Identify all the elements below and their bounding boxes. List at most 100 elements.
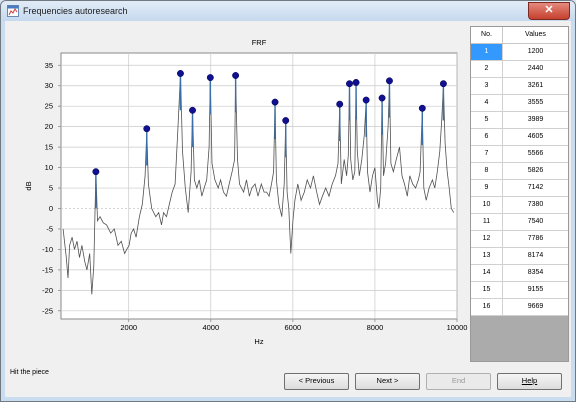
x-tick-label: 4000 bbox=[202, 323, 219, 332]
y-tick-label: 5 bbox=[49, 184, 53, 193]
row-value[interactable]: 1200 bbox=[527, 48, 544, 55]
plot-background bbox=[60, 52, 458, 320]
y-tick-label: -15 bbox=[42, 265, 53, 274]
row-value[interactable]: 3555 bbox=[527, 99, 544, 106]
x-tick-label: 8000 bbox=[367, 323, 384, 332]
peak-marker bbox=[189, 106, 196, 114]
next-button[interactable]: Next > bbox=[355, 373, 420, 390]
row-value[interactable]: 5566 bbox=[527, 150, 544, 157]
frf-chart-svg: -25 -20 -15 -10 -5 0 5 10 15 20 25 30 35 2000 4000 6000… bbox=[24, 38, 468, 346]
close-button[interactable]: ✕ bbox=[528, 2, 570, 20]
y-tick-label: 35 bbox=[45, 61, 53, 70]
table-row[interactable]: 3 3261 bbox=[471, 78, 568, 95]
title-bar[interactable]: Frequencies autoresearch ✕ bbox=[1, 1, 575, 21]
row-number[interactable]: 8 bbox=[471, 163, 503, 179]
y-axis-label: dB bbox=[24, 181, 33, 190]
peak-marker bbox=[336, 100, 344, 108]
row-value[interactable]: 9669 bbox=[527, 303, 544, 310]
table-row[interactable]: 2 2440 bbox=[471, 61, 568, 78]
table-row[interactable]: 8 5826 bbox=[471, 163, 568, 180]
table-row[interactable]: 6 4605 bbox=[471, 129, 568, 146]
frequency-table: No. Values 1 1200 2 2440 3 3261 4 3555 5 3989 6 460… bbox=[470, 26, 569, 362]
row-number[interactable]: 6 bbox=[471, 129, 503, 145]
peak-marker bbox=[143, 125, 151, 133]
status-text: Hit the piece bbox=[10, 369, 49, 376]
row-number[interactable]: 15 bbox=[471, 282, 503, 298]
peak-marker bbox=[439, 80, 447, 88]
row-value[interactable]: 7380 bbox=[527, 201, 544, 208]
table-row[interactable]: 4 3555 bbox=[471, 95, 568, 112]
y-tick-label: -5 bbox=[46, 224, 53, 233]
header-values[interactable]: Values bbox=[525, 31, 546, 38]
peak-marker bbox=[352, 79, 360, 86]
row-number[interactable]: 14 bbox=[471, 265, 503, 281]
row-number[interactable]: 5 bbox=[471, 112, 503, 128]
row-number[interactable]: 11 bbox=[471, 214, 503, 230]
y-tick-label: 30 bbox=[45, 81, 53, 90]
x-tick-label: 6000 bbox=[285, 323, 302, 332]
table-row[interactable]: 16 9669 bbox=[471, 299, 568, 316]
client-area: -25 -20 -15 -10 -5 0 5 10 15 20 25 30 35 2000 4000 6000… bbox=[5, 21, 571, 397]
peak-marker bbox=[177, 70, 184, 77]
row-value[interactable]: 8354 bbox=[527, 269, 544, 276]
table-row[interactable]: 7 5566 bbox=[471, 146, 568, 163]
row-value[interactable]: 7540 bbox=[527, 218, 544, 225]
row-value[interactable]: 5826 bbox=[527, 167, 544, 174]
chart-title: FRF bbox=[252, 38, 267, 47]
table-row[interactable]: 12 7786 bbox=[471, 231, 568, 248]
x-axis-label: Hz bbox=[254, 337, 263, 346]
row-number[interactable]: 4 bbox=[471, 95, 503, 111]
row-number[interactable]: 7 bbox=[471, 146, 503, 162]
y-tick-label: 25 bbox=[45, 102, 53, 111]
row-number[interactable]: 16 bbox=[471, 299, 503, 315]
row-number[interactable]: 2 bbox=[471, 61, 503, 77]
peak-marker bbox=[232, 72, 240, 79]
y-tick-label: -25 bbox=[42, 306, 53, 315]
y-tick-label: 20 bbox=[45, 122, 53, 131]
table-header: No. Values bbox=[471, 27, 568, 44]
peak-marker bbox=[271, 98, 279, 106]
row-number[interactable]: 1 bbox=[471, 44, 503, 60]
window-title: Frequencies autoresearch bbox=[23, 6, 128, 16]
previous-button[interactable]: < Previous bbox=[284, 373, 349, 390]
row-number[interactable]: 9 bbox=[471, 180, 503, 196]
help-label: Help bbox=[521, 376, 538, 385]
end-button[interactable]: End bbox=[426, 373, 491, 390]
row-number[interactable]: 10 bbox=[471, 197, 503, 213]
row-value[interactable]: 7142 bbox=[527, 184, 544, 191]
y-tick-label: -10 bbox=[42, 245, 53, 254]
row-value[interactable]: 2440 bbox=[527, 65, 544, 72]
help-button[interactable]: Help bbox=[497, 373, 562, 390]
table-row[interactable]: 1 1200 bbox=[471, 44, 568, 61]
table-row[interactable]: 13 8174 bbox=[471, 248, 568, 265]
x-tick-label: 10000 bbox=[447, 323, 468, 332]
y-tick-label: 0 bbox=[49, 204, 53, 213]
row-number[interactable]: 12 bbox=[471, 231, 503, 247]
frf-chart: -25 -20 -15 -10 -5 0 5 10 15 20 25 30 35 2000 4000 6000… bbox=[13, 29, 469, 369]
header-no[interactable]: No. bbox=[471, 27, 503, 43]
row-value[interactable]: 7786 bbox=[527, 235, 544, 242]
table-row[interactable]: 15 9155 bbox=[471, 282, 568, 299]
table-row[interactable]: 11 7540 bbox=[471, 214, 568, 231]
row-value[interactable]: 3989 bbox=[527, 116, 544, 123]
table-row[interactable]: 5 3989 bbox=[471, 112, 568, 129]
y-tick-label: -20 bbox=[42, 286, 53, 295]
app-icon bbox=[7, 5, 19, 17]
peak-marker bbox=[386, 77, 393, 85]
row-value[interactable]: 9155 bbox=[527, 286, 544, 293]
row-number[interactable]: 3 bbox=[471, 78, 503, 94]
y-tick-label: 15 bbox=[45, 143, 53, 152]
peak-marker bbox=[378, 94, 386, 102]
table-row[interactable]: 9 7142 bbox=[471, 180, 568, 197]
peak-marker bbox=[418, 104, 426, 112]
row-value[interactable]: 8174 bbox=[527, 252, 544, 259]
row-value[interactable]: 3261 bbox=[527, 82, 544, 89]
table-row[interactable]: 10 7380 bbox=[471, 197, 568, 214]
peak-marker bbox=[362, 96, 370, 104]
table-row[interactable]: 14 8354 bbox=[471, 265, 568, 282]
row-number[interactable]: 13 bbox=[471, 248, 503, 264]
row-value[interactable]: 4605 bbox=[527, 133, 544, 140]
peak-marker bbox=[206, 74, 214, 82]
y-tick-label: 10 bbox=[45, 163, 53, 172]
